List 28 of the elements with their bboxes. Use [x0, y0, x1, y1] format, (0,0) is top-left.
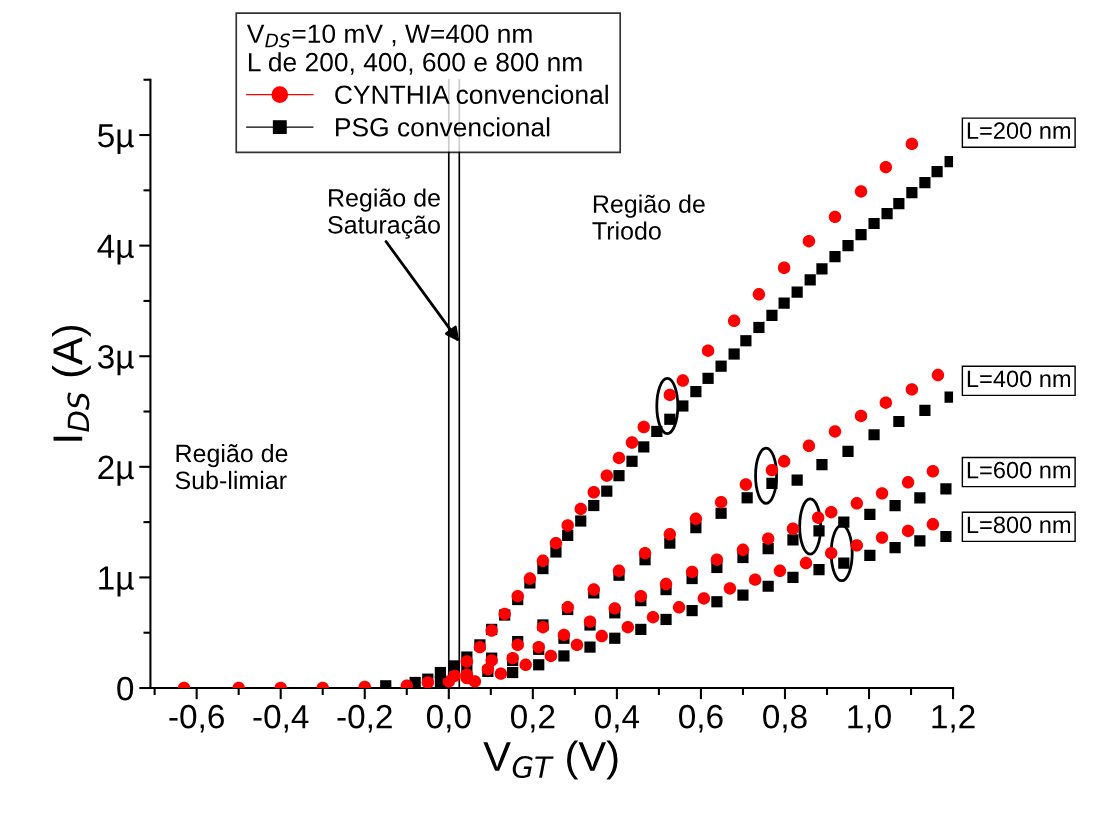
y-tick-label: 3µ	[97, 345, 134, 376]
x-tick-label: -0,4	[253, 704, 309, 733]
y-tick-label: 1µ	[99, 566, 134, 597]
y-tick-label: 5µ	[98, 124, 134, 155]
text: L=600 nm	[967, 461, 1071, 479]
x-tick-label: 0,6	[679, 704, 723, 733]
annotation: Região de Saturação	[328, 188, 440, 239]
y-tick-label: 0	[117, 676, 134, 701]
x-tick-label: 0,8	[763, 704, 807, 733]
x-tick-label: 1,0	[848, 704, 891, 733]
x-axis-title: V$_{GT}$ (V)	[483, 740, 618, 780]
x-tick-label: 1,2	[932, 704, 975, 733]
text: L=800 nm	[967, 516, 1071, 534]
annotation: Região de Triodo	[592, 194, 705, 240]
annotation: Região de Sub-limiar	[175, 443, 288, 490]
text: L=200 nm	[967, 122, 1071, 139]
y-tick-label: 4µ	[97, 234, 134, 265]
x-tick-label: 0,2	[510, 704, 555, 733]
legend-title: V$_{DS}$=10 mV , W=400 nm L de 200, 400, 600 e 800 nm	[246, 24, 582, 75]
x-tick-label: -0,6	[169, 704, 224, 733]
x-tick-label: 0,0	[426, 704, 471, 733]
legend-label: PSG convencional	[336, 117, 550, 137]
x-tick-label: -0,2	[337, 704, 392, 733]
x-tick-label: 0,4	[595, 704, 640, 733]
legend-label: CYNTHIA convencional	[335, 84, 608, 105]
y-tick-label: 2µ	[98, 455, 134, 486]
y-axis-title: I$_{DS}$ (A)	[51, 325, 91, 441]
text: L=400 nm	[967, 370, 1071, 388]
